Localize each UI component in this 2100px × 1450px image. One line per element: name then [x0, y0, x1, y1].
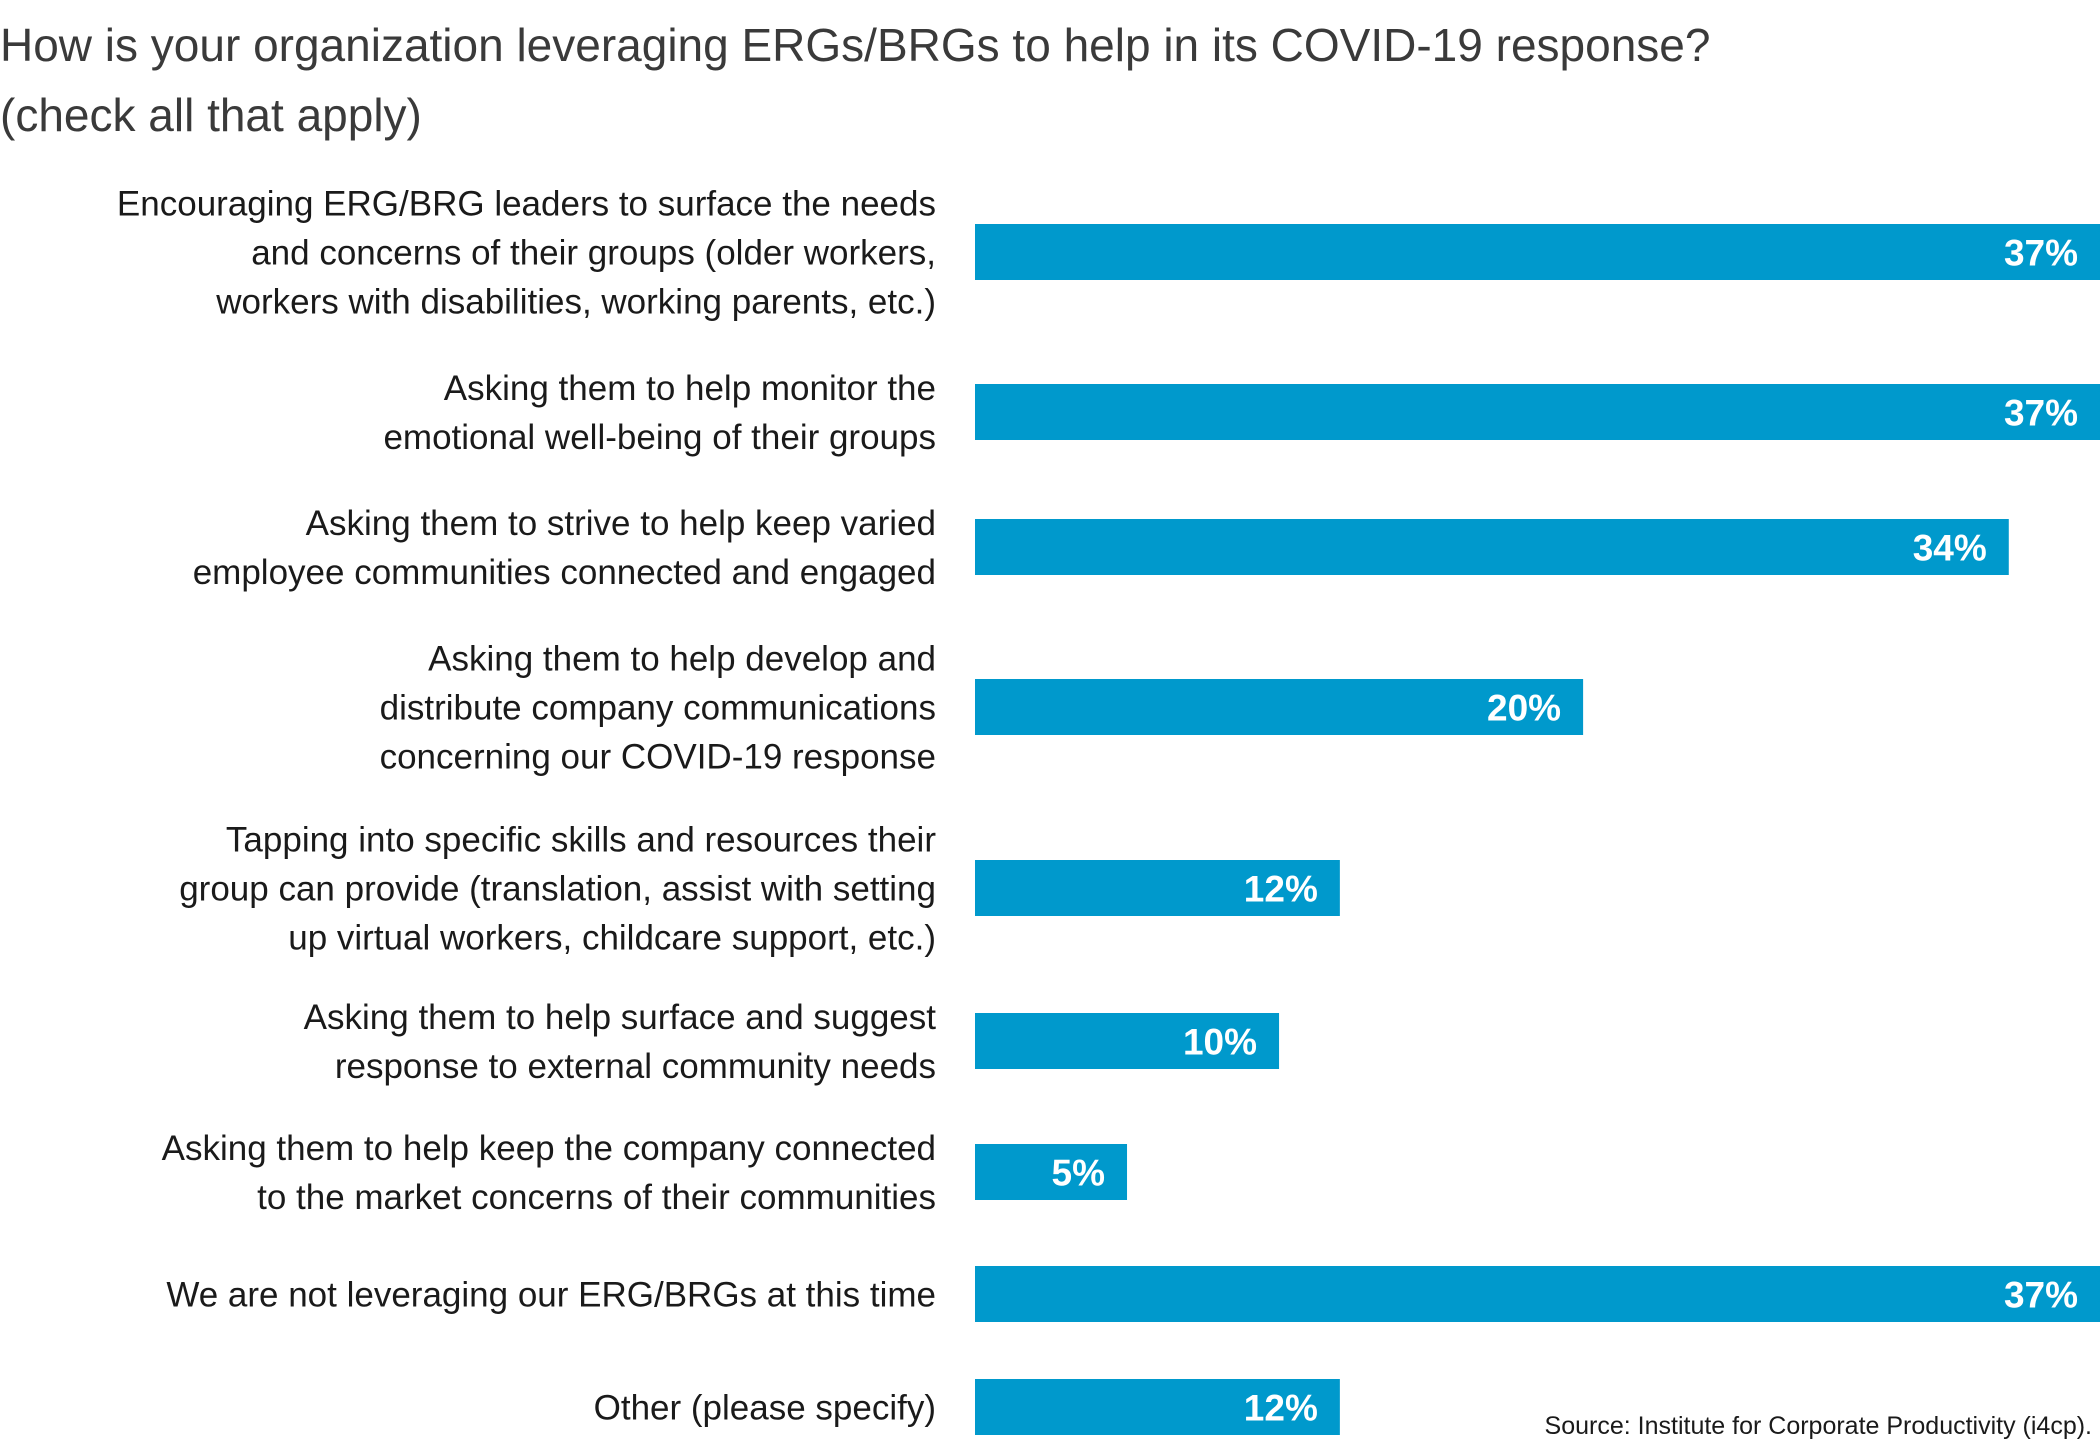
bar — [975, 519, 2009, 575]
category-label-line: Encouraging ERG/BRG leaders to surface t… — [117, 185, 936, 224]
bar — [975, 1266, 2100, 1322]
category-label-line: We are not leveraging our ERG/BRGs at th… — [166, 1276, 936, 1315]
bar — [975, 679, 1584, 735]
category-label: We are not leveraging our ERG/BRGs at th… — [166, 1276, 936, 1315]
category-label-line: Asking them to help monitor the — [444, 369, 936, 408]
source-note: Source: Institute for Corporate Producti… — [1545, 1412, 2092, 1440]
category-label-line: to the market concerns of their communit… — [257, 1178, 936, 1217]
data-label: 34% — [1913, 527, 1987, 568]
category-label: Asking them to help develop and distribut… — [380, 640, 936, 777]
category-label-line: and concerns of their groups (older work… — [251, 234, 936, 273]
data-label: 37% — [2004, 232, 2078, 273]
category-label-line: workers with disabilities, working paren… — [215, 283, 936, 322]
category-label-line: emotional well-being of their groups — [383, 418, 936, 457]
category-label: Encouraging ERG/BRG leaders to surface t… — [117, 185, 936, 322]
category-label: Asking them to strive to help keep varie… — [193, 504, 936, 592]
data-label: 37% — [2004, 1274, 2078, 1315]
category-label: Other (please specify) — [594, 1389, 936, 1428]
bar — [975, 1144, 1128, 1200]
category-label: Asking them to help keep the company con… — [162, 1129, 936, 1217]
category-label-line: response to external community needs — [335, 1047, 936, 1086]
category-label-line: Tapping into specific skills and resourc… — [226, 821, 936, 860]
category-labels-layer: Encouraging ERG/BRG leaders to surface t… — [117, 185, 936, 1428]
bar — [975, 1379, 1340, 1435]
category-label: Asking them to help monitor the emotional… — [383, 369, 936, 457]
category-label-line: employee communities connected and engag… — [193, 553, 936, 592]
category-label: Asking them to help surface and suggest r… — [304, 998, 937, 1086]
data-label: 12% — [1244, 1387, 1318, 1428]
category-label-line: concerning our COVID-19 response — [380, 738, 936, 777]
category-label-line: Other (please specify) — [594, 1389, 936, 1428]
category-label-line: group can provide (translation, assist w… — [179, 870, 936, 909]
bar — [975, 224, 2100, 280]
category-label-line: Asking them to help keep the company con… — [162, 1129, 936, 1168]
data-label: 12% — [1244, 868, 1318, 909]
bar — [975, 384, 2100, 440]
category-label: Tapping into specific skills and resourc… — [179, 821, 936, 958]
category-label-line: Asking them to help develop and — [428, 640, 936, 679]
category-label-line: Asking them to strive to help keep varie… — [306, 504, 936, 543]
category-label-line: distribute company communications — [380, 689, 936, 728]
chart-subtitle: (check all that apply) — [0, 89, 422, 141]
data-label: 5% — [1052, 1152, 1105, 1193]
category-label-line: up virtual workers, childcare support, e… — [288, 919, 936, 958]
data-label: 20% — [1487, 687, 1561, 728]
bars-layer: 37% 37% 34% 20% 12% 10% 5% 37% 12% — [975, 224, 2100, 1435]
chart-title: How is your organization leveraging ERGs… — [0, 19, 1711, 71]
bar — [975, 860, 1340, 916]
bar — [975, 1013, 1280, 1069]
data-label: 37% — [2004, 392, 2078, 433]
category-label-line: Asking them to help surface and suggest — [304, 998, 937, 1037]
data-label: 10% — [1183, 1021, 1257, 1062]
